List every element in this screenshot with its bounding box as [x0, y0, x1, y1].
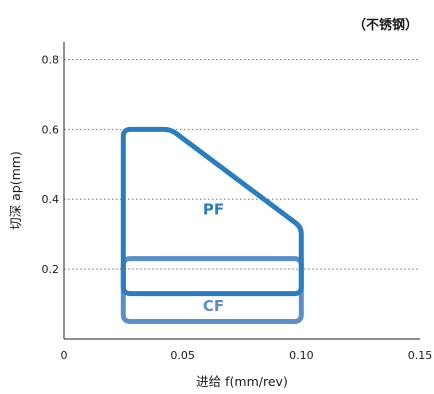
region-pf-outline — [120, 126, 304, 297]
x-tick-label: 0 — [61, 349, 68, 362]
x-axis-label: 进给 f(mm/rev) — [196, 374, 288, 389]
x-tick-label: 0.15 — [408, 349, 433, 362]
x-tick-labels: 0 0.05 0.10 0.15 — [61, 349, 433, 362]
material-note: （不锈钢） — [352, 18, 418, 33]
y-axis-label: 切深 ap(mm) — [8, 151, 23, 230]
region-cf-label: CF — [203, 297, 224, 315]
region-pf-label: PF — [203, 201, 224, 219]
y-tick-label: 0.8 — [42, 53, 60, 66]
y-tick-label: 0.2 — [42, 263, 60, 276]
chipbreaker-regions: CF PF — [120, 126, 304, 324]
y-tick-label: 0.6 — [42, 123, 60, 136]
x-tick-label: 0.10 — [289, 349, 314, 362]
x-tick-label: 0.05 — [170, 349, 195, 362]
y-tick-labels: 0.2 0.4 0.6 0.8 — [42, 53, 60, 276]
y-tick-label: 0.4 — [42, 193, 60, 206]
grid-lines — [64, 58, 420, 270]
